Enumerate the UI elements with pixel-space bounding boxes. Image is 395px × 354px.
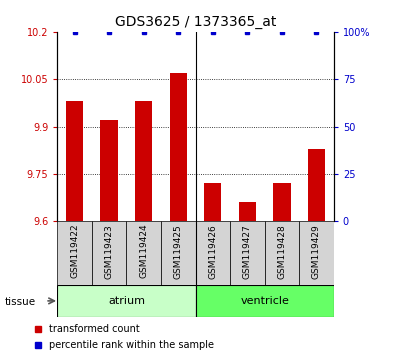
Bar [57,285,196,317]
Bar [239,202,256,221]
Bar [204,183,222,221]
Text: transformed count: transformed count [49,324,139,334]
Bar [308,149,325,221]
Text: GSM119427: GSM119427 [243,224,252,279]
Text: GSM119425: GSM119425 [174,224,183,279]
Bar [273,183,291,221]
Text: ventricle: ventricle [240,296,289,306]
Title: GDS3625 / 1373365_at: GDS3625 / 1373365_at [115,16,276,29]
Bar [196,221,230,285]
Bar [169,73,187,221]
Bar [230,221,265,285]
Bar [299,221,334,285]
Text: percentile rank within the sample: percentile rank within the sample [49,340,214,350]
Text: atrium: atrium [108,296,145,306]
Bar [57,221,92,285]
Bar [161,221,196,285]
Bar [66,101,83,221]
Bar [100,120,118,221]
Text: tissue: tissue [5,297,36,307]
Bar [135,101,152,221]
Bar [196,285,334,317]
Text: GSM119423: GSM119423 [105,224,114,279]
Text: GSM119424: GSM119424 [139,224,148,279]
Text: GSM119428: GSM119428 [277,224,286,279]
Text: GSM119422: GSM119422 [70,224,79,279]
Bar [265,221,299,285]
Text: GSM119429: GSM119429 [312,224,321,279]
Text: GSM119426: GSM119426 [208,224,217,279]
Bar [126,221,161,285]
Bar [92,221,126,285]
